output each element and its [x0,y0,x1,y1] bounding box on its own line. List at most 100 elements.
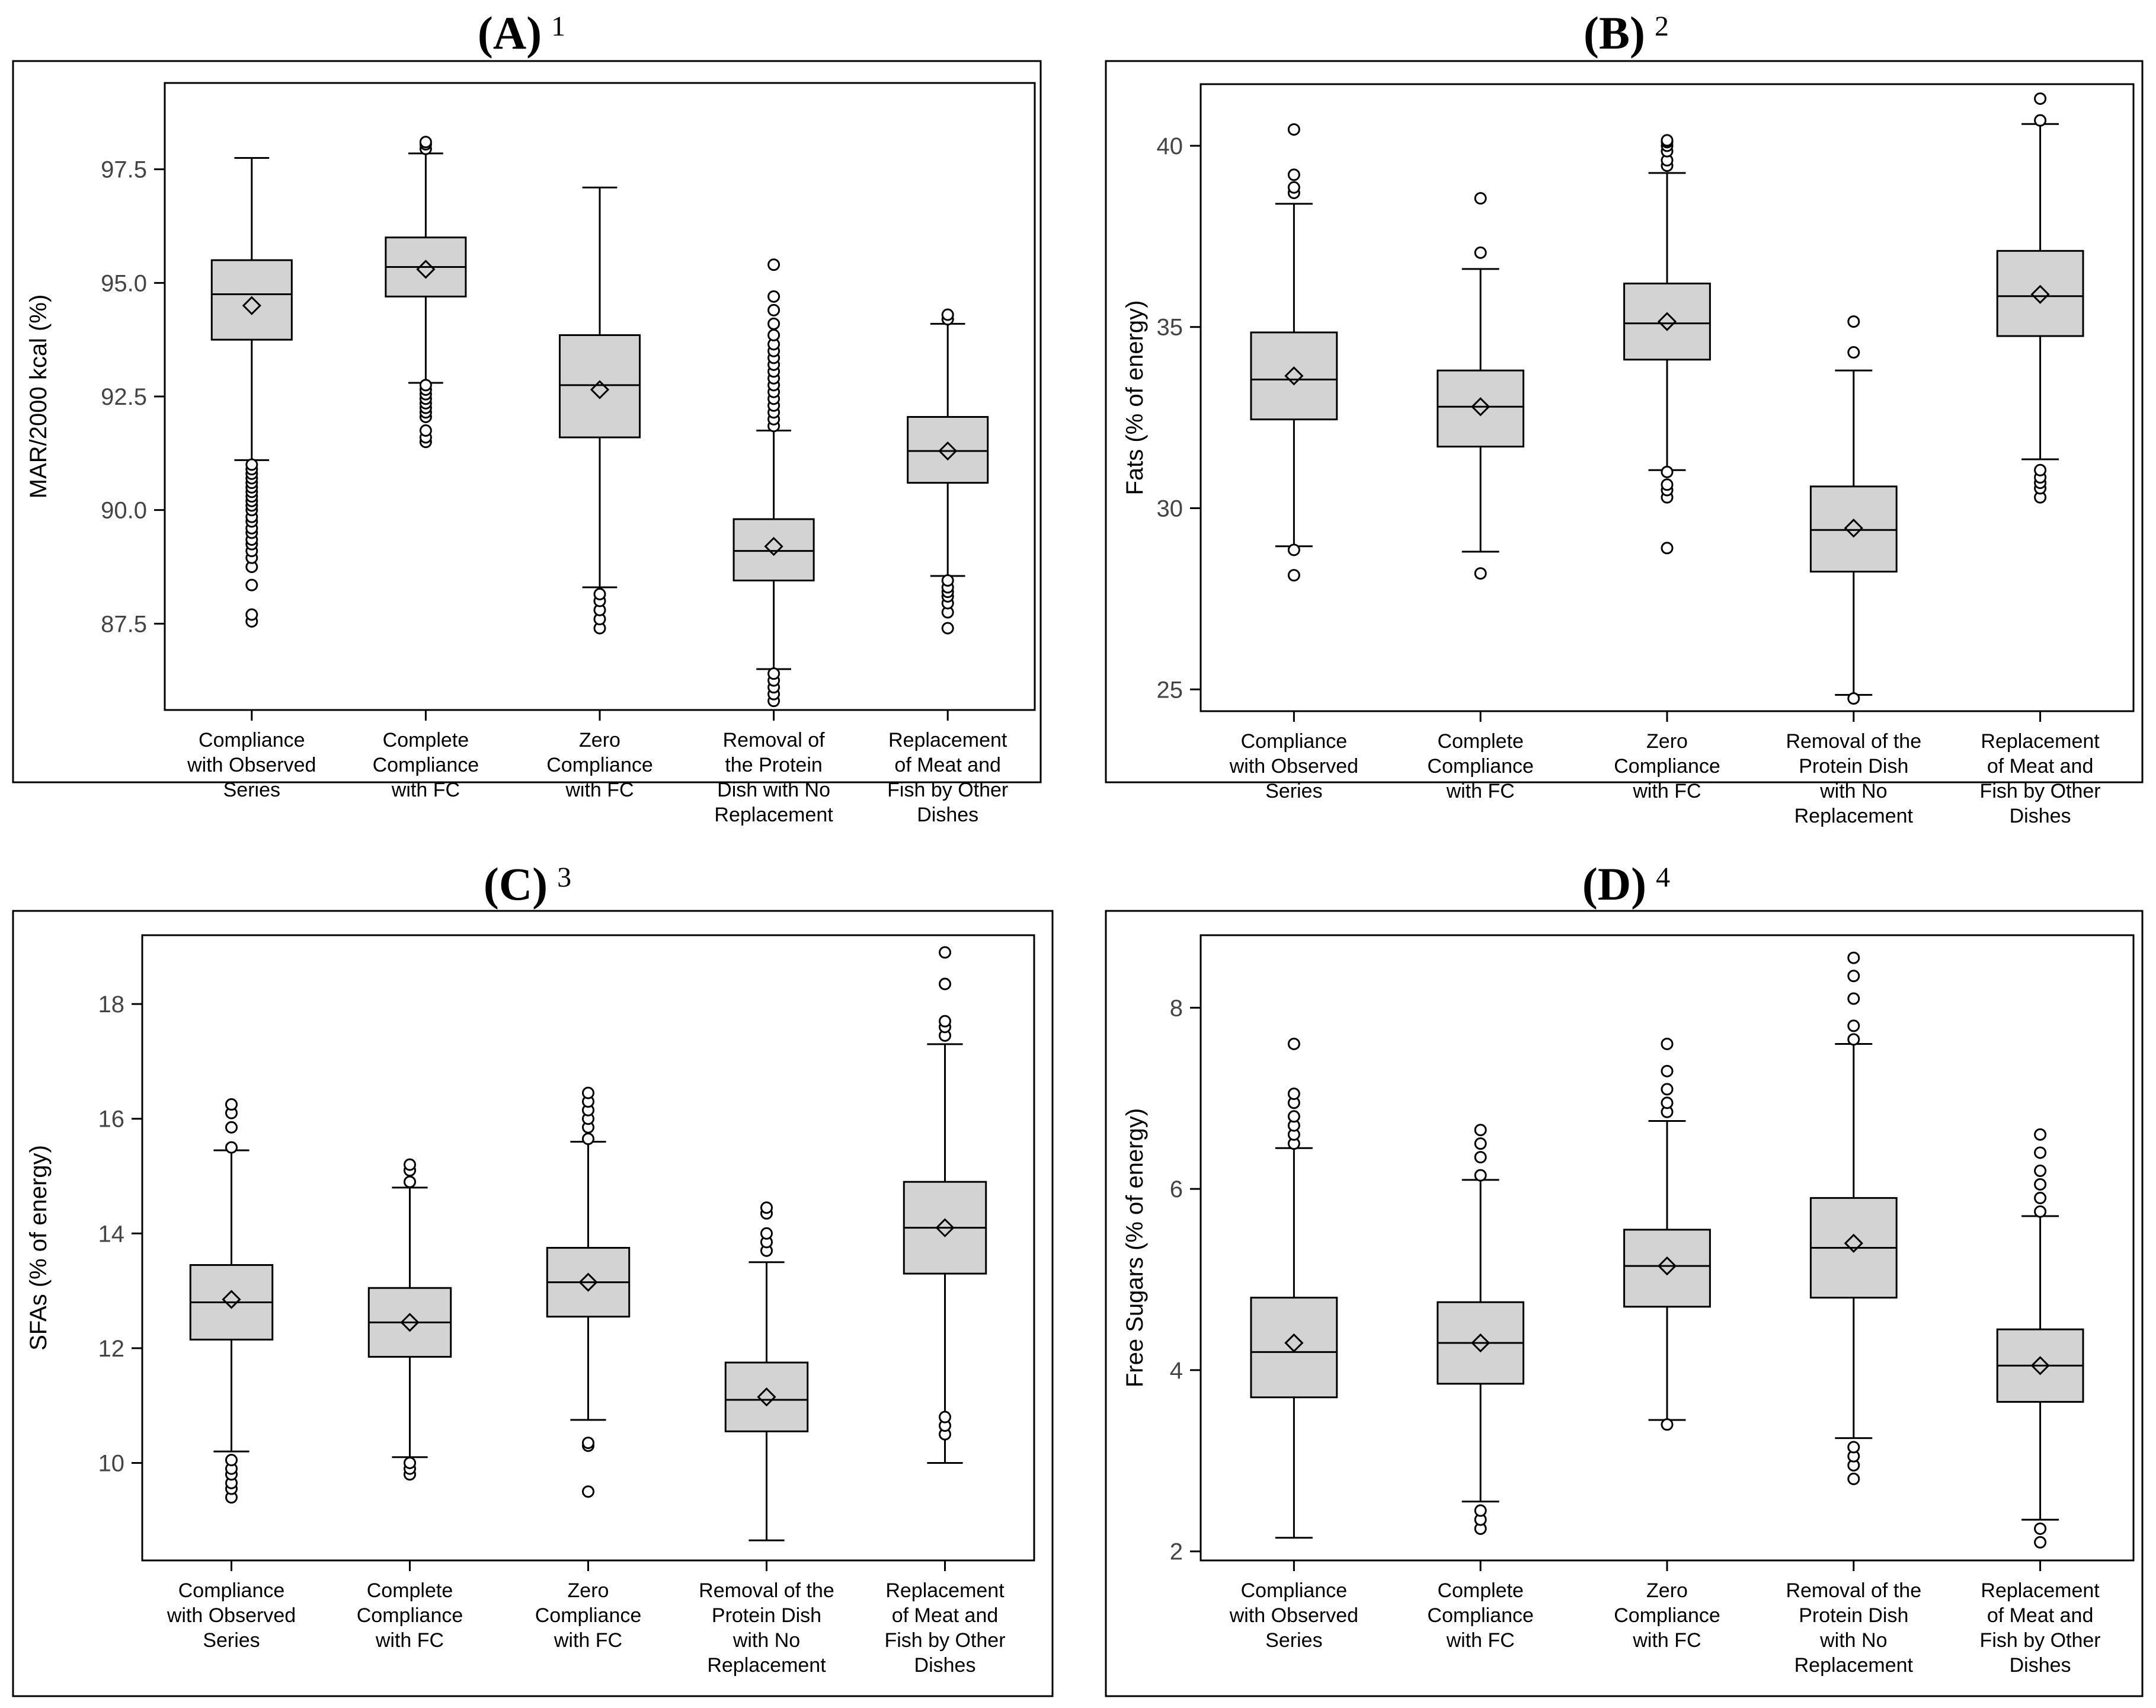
mean-marker [242,296,261,315]
outlier-point [582,1437,594,1450]
x-tick-label-line: with FC [1446,780,1515,802]
outlier-point [1287,123,1300,136]
box-4: Removal of the Protein Dish with No Replace… [714,258,833,826]
box-iqr [1809,485,1898,573]
panel-frame [12,910,1054,1697]
box-2: Complete Compliance with FC [373,136,479,801]
box-iqr [210,259,293,341]
outlier-point [2034,1178,2047,1191]
box-4: Removal of the Protein Dish with No Replace… [699,1201,834,1677]
y-tick-label: 92.5 [101,384,147,410]
y-tick-label: 14 [98,1221,125,1247]
box-3: Zero Compliance with FC [1614,134,1720,802]
x-tick-label: Complete Compliance with FC [1427,1579,1534,1652]
mean-marker [578,1272,598,1292]
outlier-point [419,136,432,149]
mean-marker [1657,312,1677,331]
outlier-point [1287,1110,1300,1123]
x-tick-label-line: Zero [1646,1579,1688,1602]
x-tick-label-line: with FC [375,1629,444,1652]
box-3: Zero Compliance with FC [1614,1037,1720,1652]
x-tick-label-line: with FC [1632,1629,1701,1652]
outlier-point [760,1227,773,1240]
x-tick-label-line: of Meat and [894,754,1001,776]
outlier-point [2034,1536,2047,1549]
y-tick-label: 25 [1157,677,1183,703]
box-1: Compliance with Observed Series [187,157,316,801]
outlier-point [1287,181,1300,194]
outlier-point [1847,970,1860,983]
outlier-point [225,1141,238,1154]
outlier-point [941,622,954,635]
x-tick-label: Zero Compliance with FC [1614,1579,1720,1652]
outlier-point [593,588,606,600]
x-tick-label-line: Complete [383,729,469,751]
box-2: Complete Compliance with FC [1427,192,1534,802]
y-tick-label: 40 [1157,133,1183,159]
box-iqr [1996,250,2084,337]
x-tick-label-line: Complete [1437,1579,1524,1602]
panel-frame [12,60,1042,783]
outlier-point [2034,114,2047,127]
y-tick-label: 8 [1170,995,1183,1021]
mean-marker [1471,1333,1490,1353]
x-tick-label-line: Fish by Other [1980,1629,2101,1652]
outlier-point [1474,246,1487,259]
panel-c: (C) 3 10 12 14 16 18 SFAs (% of energy) Complian… [12,858,1054,1697]
x-tick-label-line: with No [732,1629,800,1652]
outlier-point [2034,92,2047,105]
x-tick-label-line: Compliance [535,1604,642,1627]
box-4: Removal of the Protein Dish with No Replace… [1786,951,1921,1677]
y-tick-label: 16 [98,1106,125,1133]
x-tick-label: Replacement of Meat and Fish by Other Dishe… [887,729,1008,826]
panel-footnote: 1 [551,11,565,42]
outlier-point [419,424,432,437]
outlier-point [1847,1033,1860,1046]
outlier-point [1474,1151,1487,1164]
x-tick-label: Replacement of Meat and Fish by Other Dishe… [884,1579,1005,1677]
outlier-point [582,1485,594,1498]
panel-a: (A) 1 87.5 90.0 92.5 95.0 97.5 MAR/2000 kcal (%… [12,7,1042,826]
outlier-point [1847,346,1860,359]
x-tick-label-line: Protein Dish [1799,1604,1908,1627]
x-tick-label-line: with FC [554,1629,622,1652]
x-tick-label-line: Series [1265,780,1322,802]
y-axis-label: MAR/2000 kcal (%) [25,295,52,499]
box-5: Replacement of Meat and Fish by Other Dishe… [884,946,1006,1677]
outlier-point [767,317,780,330]
box-iqr [732,518,815,581]
box-iqr [1250,331,1338,421]
x-tick-label-line: Replacement [1794,1654,1914,1677]
x-tick-label-line: Compliance [1427,755,1534,778]
panel-d: (D) 4 2 4 6 8 Free Sugars (% of energy) Complia… [1105,858,2144,1697]
box-iqr [907,416,989,484]
mean-marker [1844,1233,1863,1253]
x-tick-label-line: Replacement [714,804,833,826]
x-tick-label: Compliance with Observed Series [187,729,316,801]
panel-footnote: 4 [1656,862,1670,893]
x-tick-label-line: Removal of [723,729,826,751]
x-tick-label-line: with Observed [167,1604,296,1627]
outlier-point [1847,1441,1860,1454]
x-tick-label-line: Compliance [199,729,305,751]
panel-letter: (B) [1584,7,1645,59]
outlier-point [1474,192,1487,205]
x-tick-label: Replacement of Meat and Fish by Other Dishe… [1980,1579,2101,1677]
box-3: Zero Compliance with FC [535,1086,642,1652]
y-tick-label: 2 [1170,1539,1183,1565]
outlier-point [1287,1088,1300,1101]
x-tick-label-line: Fish by Other [884,1629,1005,1652]
x-tick-label: Replacement of Meat and Fish by Other Dishe… [1980,730,2101,827]
outlier-point [1661,1096,1674,1109]
x-tick-label-line: Dishes [2010,805,2071,827]
outlier-point [760,1201,773,1214]
x-tick-label-line: Compliance [357,1604,463,1627]
x-tick-label-line: Zero [1646,730,1688,753]
x-tick-label-line: of Meat and [1987,755,2094,778]
outlier-point [404,1158,416,1171]
mean-marker [2030,284,2050,304]
box-1: Compliance with Observed Series [167,1098,296,1652]
outlier-point [404,1456,416,1469]
y-tick-label: 35 [1157,315,1183,341]
x-tick-label-line: Compliance [1241,1579,1348,1602]
